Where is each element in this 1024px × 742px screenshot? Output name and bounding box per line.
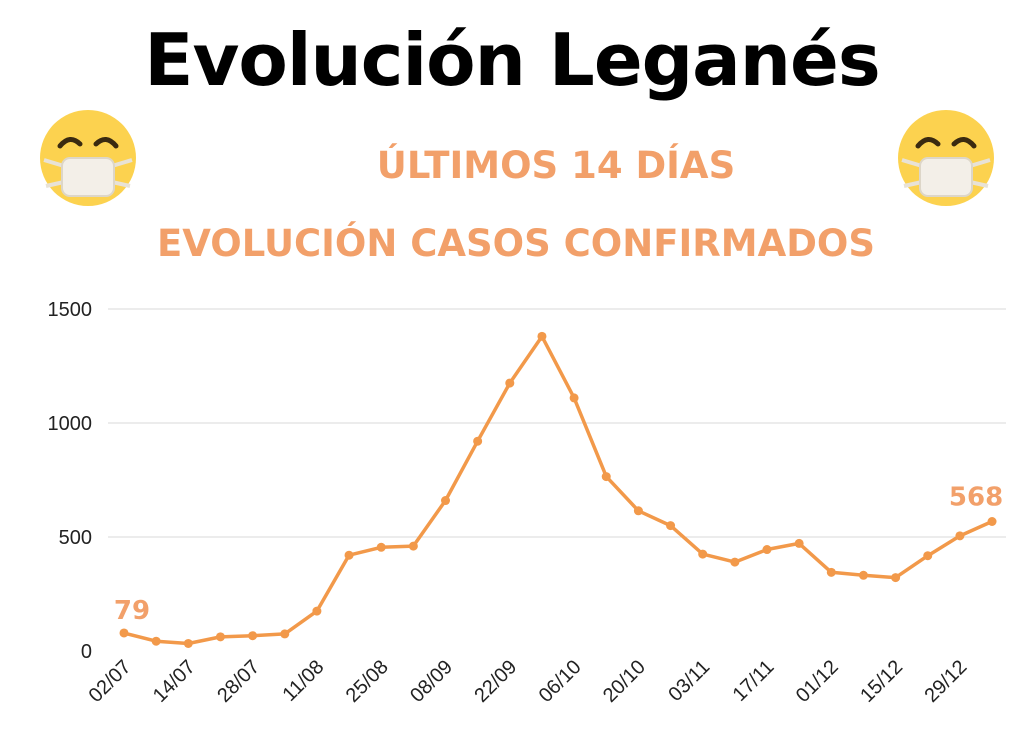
data-point [505, 378, 515, 388]
x-tick-label: 28/07 [213, 656, 264, 707]
x-tick-label: 17/11 [729, 656, 779, 706]
data-point [987, 516, 997, 526]
data-point [666, 521, 676, 531]
data-point [794, 538, 804, 548]
data-point [441, 496, 450, 506]
data-point [183, 638, 193, 648]
data-point [312, 606, 322, 616]
y-tick-label: 1000 [48, 413, 93, 435]
chart-subtitle-period: ÚLTIMOS 14 DÍAS [376, 144, 736, 187]
face-with-mask-icon [40, 110, 136, 206]
x-tick-label: 08/09 [406, 656, 457, 707]
x-tick-label: 03/11 [664, 656, 714, 706]
x-tick-label: 22/09 [470, 656, 521, 707]
data-point [730, 557, 740, 567]
x-tick-label: 15/12 [856, 656, 907, 707]
data-point [569, 393, 579, 403]
x-tick-label: 02/07 [85, 656, 136, 707]
x-tick-label: 01/12 [792, 656, 843, 707]
data-point [601, 472, 611, 482]
data-point [858, 570, 868, 580]
y-tick-label: 500 [59, 527, 92, 549]
data-point [698, 549, 708, 559]
y-tick-label: 1500 [48, 299, 93, 321]
data-point [762, 545, 772, 555]
data-point [376, 542, 386, 552]
data-point [280, 629, 290, 639]
x-tick-label: 06/10 [535, 656, 586, 707]
data-point [891, 573, 901, 583]
data-point [151, 636, 161, 646]
data-point [473, 436, 483, 446]
data-point [633, 506, 643, 516]
data-point [344, 550, 354, 560]
data-point [408, 541, 418, 551]
y-tick-label: 0 [81, 641, 92, 663]
data-point [923, 551, 933, 561]
chart-subtitle-metric: EVOLUCIÓN CASOS CONFIRMADOS [156, 222, 876, 265]
series-line [122, 334, 994, 646]
data-label: 568 [949, 482, 1003, 512]
x-tick-label: 25/08 [342, 656, 393, 707]
page-title: Evolución Leganés [144, 18, 880, 102]
data-point [955, 531, 965, 541]
x-tick-label: 11/08 [279, 656, 329, 706]
x-tick-label: 29/12 [920, 656, 971, 707]
data-label: 79 [114, 596, 150, 626]
data-point [826, 567, 836, 577]
data-point [537, 331, 547, 341]
data-point [119, 628, 129, 638]
data-point [248, 631, 258, 641]
x-tick-label: 20/10 [599, 656, 650, 707]
face-with-mask-icon [898, 110, 994, 206]
data-point [215, 632, 225, 642]
x-tick-label: 14/07 [149, 656, 200, 707]
